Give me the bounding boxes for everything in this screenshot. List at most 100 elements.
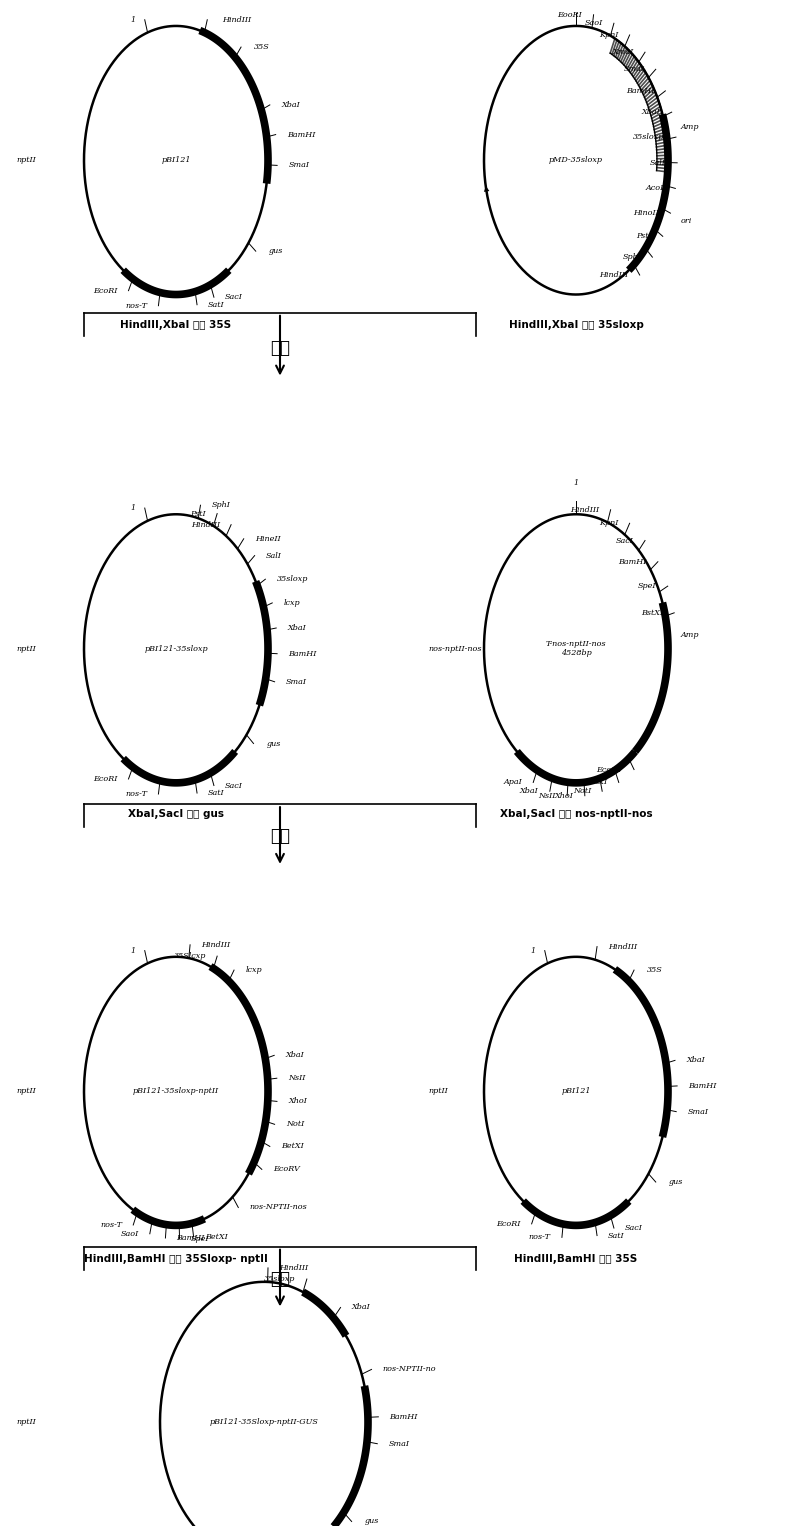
Text: SpeI: SpeI <box>190 1235 210 1242</box>
Text: EcoRV: EcoRV <box>273 1166 300 1173</box>
Text: PstI: PstI <box>636 232 651 240</box>
Text: gus: gus <box>669 1178 683 1186</box>
Text: XbaI,SacI 切下 nos-nptII-nos: XbaI,SacI 切下 nos-nptII-nos <box>500 809 652 819</box>
Text: 35sloxp: 35sloxp <box>264 1276 296 1283</box>
Text: SatI: SatI <box>608 1231 625 1239</box>
Text: BamHI: BamHI <box>390 1413 418 1421</box>
Text: EcoRI: EcoRI <box>93 287 118 295</box>
Text: NsII: NsII <box>538 792 556 800</box>
Text: 35S: 35S <box>254 43 270 50</box>
Text: SalI: SalI <box>650 159 666 166</box>
Text: XbaI: XbaI <box>281 101 300 108</box>
Text: 1: 1 <box>130 946 135 955</box>
Text: HindIII: HindIII <box>599 272 629 279</box>
Text: 连接: 连接 <box>270 1270 290 1288</box>
Text: XhoI: XhoI <box>554 792 574 800</box>
Text: BstXI: BstXI <box>586 778 607 786</box>
Text: NotI: NotI <box>286 1120 304 1128</box>
Text: HindIII,BamHI 切下 35Sloxp- nptII: HindIII,BamHI 切下 35Sloxp- nptII <box>84 1254 268 1265</box>
Text: SacI: SacI <box>616 537 634 545</box>
Text: ApaI: ApaI <box>503 778 522 786</box>
Text: XbaI,SacI 切去 gus: XbaI,SacI 切去 gus <box>128 809 224 819</box>
Text: nptII: nptII <box>16 644 36 653</box>
Text: HineII: HineII <box>255 534 281 543</box>
Text: BamHI: BamHI <box>618 557 646 566</box>
Text: XmaI: XmaI <box>613 49 634 56</box>
Text: nos-NPTII-no: nos-NPTII-no <box>382 1366 436 1373</box>
Text: BetXI: BetXI <box>281 1143 304 1151</box>
Text: HindIII,BamHI 切去 35S: HindIII,BamHI 切去 35S <box>514 1254 638 1265</box>
Text: SmaI: SmaI <box>288 162 310 169</box>
Text: SpeI: SpeI <box>638 581 657 591</box>
Text: SalI: SalI <box>266 551 282 560</box>
Text: 1: 1 <box>130 504 135 513</box>
Text: SatI: SatI <box>208 301 225 308</box>
Text: lcxp: lcxp <box>246 966 262 974</box>
Text: HindIII,XbaI 切下 35sloxp: HindIII,XbaI 切下 35sloxp <box>509 320 643 331</box>
Text: nptII: nptII <box>16 156 36 165</box>
Text: SmaI: SmaI <box>286 678 307 685</box>
Text: KpnI: KpnI <box>599 519 618 528</box>
Text: SaoI: SaoI <box>585 20 602 27</box>
Text: 连接: 连接 <box>270 827 290 845</box>
Text: HindIII: HindIII <box>608 943 638 951</box>
Text: BamHI: BamHI <box>177 1235 205 1242</box>
Text: gus: gus <box>266 740 281 748</box>
Text: XbaI: XbaI <box>686 1056 705 1064</box>
Text: SmaI: SmaI <box>389 1439 410 1448</box>
Text: pBI121: pBI121 <box>562 1087 590 1096</box>
Text: HindIII: HindIII <box>279 1264 308 1271</box>
Text: nptII: nptII <box>428 1087 448 1096</box>
Text: gus: gus <box>269 247 283 255</box>
Text: SatI: SatI <box>208 789 225 797</box>
Text: gus: gus <box>365 1517 379 1526</box>
Text: SphI: SphI <box>622 253 641 261</box>
Text: XbaI: XbaI <box>520 787 538 795</box>
Text: HindIII,XbaI 切去 35S: HindIII,XbaI 切去 35S <box>121 320 231 331</box>
Text: XbaI: XbaI <box>287 624 306 632</box>
Text: Amp: Amp <box>681 632 699 639</box>
Text: 35sloxp: 35sloxp <box>277 575 308 583</box>
Text: 连接: 连接 <box>270 339 290 357</box>
Text: BamHI: BamHI <box>626 87 654 95</box>
Text: pBI121-35sloxp: pBI121-35sloxp <box>144 644 208 653</box>
Text: SacI: SacI <box>225 781 243 789</box>
Text: HindIII: HindIII <box>190 520 220 528</box>
Text: Amp: Amp <box>681 122 699 131</box>
Text: HindIII: HindIII <box>222 15 250 24</box>
Text: SacI: SacI <box>625 1224 643 1231</box>
Text: nos-T: nos-T <box>126 790 147 798</box>
Text: AcoI: AcoI <box>646 185 664 192</box>
Text: T-nos-nptII-nos
4528bp: T-nos-nptII-nos 4528bp <box>546 639 606 658</box>
Text: SphI: SphI <box>212 501 230 510</box>
Text: SaoI: SaoI <box>120 1230 138 1238</box>
Text: BetXI: BetXI <box>205 1233 227 1241</box>
Text: SacI: SacI <box>225 293 243 301</box>
Text: KpnI: KpnI <box>599 31 618 40</box>
Text: XbaI: XbaI <box>352 1303 370 1311</box>
Text: EcoRV: EcoRV <box>596 766 623 774</box>
Text: 1: 1 <box>574 479 578 487</box>
Text: 1: 1 <box>130 15 135 24</box>
Text: nos-T: nos-T <box>126 302 147 310</box>
Text: HindIII: HindIII <box>570 505 599 514</box>
Text: pMD-35sloxp: pMD-35sloxp <box>549 156 603 165</box>
Text: nos-T: nos-T <box>100 1221 122 1228</box>
Text: nos-T: nos-T <box>529 1233 550 1241</box>
Text: HindIII: HindIII <box>202 942 230 949</box>
Text: nptII: nptII <box>16 1418 36 1427</box>
Text: nptII: nptII <box>16 1087 36 1096</box>
Text: nos-NPTII-nos: nos-NPTII-nos <box>250 1204 307 1212</box>
Text: NsII: NsII <box>288 1074 306 1082</box>
Text: 35Slcxp: 35Slcxp <box>174 952 206 960</box>
Text: PstI: PstI <box>190 510 206 517</box>
Text: SmaI: SmaI <box>687 1108 709 1116</box>
Text: 35S: 35S <box>647 966 662 974</box>
Text: XhoI: XhoI <box>288 1097 307 1105</box>
Text: NotI: NotI <box>573 787 591 795</box>
Text: BamHI: BamHI <box>288 650 317 658</box>
Text: EcoRI: EcoRI <box>496 1219 521 1228</box>
Text: pBI121-35sloxp-nptII: pBI121-35sloxp-nptII <box>133 1087 219 1096</box>
Text: lcxp: lcxp <box>283 598 300 607</box>
Text: pBI121: pBI121 <box>162 156 190 165</box>
